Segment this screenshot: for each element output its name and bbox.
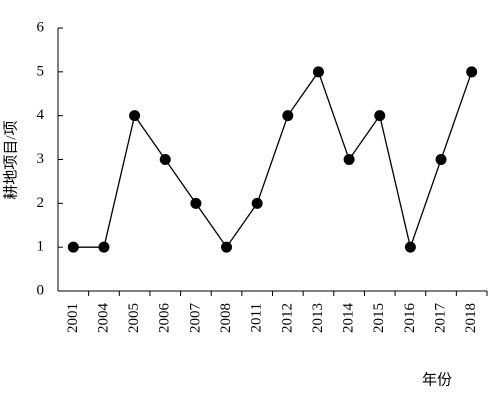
point xyxy=(251,197,263,209)
x-tick-label: 2006 xyxy=(157,303,173,334)
point xyxy=(159,154,171,165)
x-tick-label: 2004 xyxy=(95,303,111,334)
point xyxy=(404,241,416,253)
x-tick-label: 2012 xyxy=(279,303,295,333)
point xyxy=(67,241,79,253)
x-tick-label: 2015 xyxy=(371,303,387,333)
point xyxy=(343,154,355,165)
y-tick-label: 1 xyxy=(37,239,45,255)
x-tick-label: 2005 xyxy=(126,303,142,333)
y-tick-label: 2 xyxy=(37,195,45,211)
x-tick-label: 2017 xyxy=(432,303,448,334)
x-tick-label: 2008 xyxy=(218,303,234,333)
x-tick-label: 2016 xyxy=(402,303,418,334)
point xyxy=(466,66,478,78)
y-tick-label: 6 xyxy=(37,19,45,35)
x-tick-label: 2011 xyxy=(249,303,265,332)
line xyxy=(73,70,473,250)
y-tick-label: 0 xyxy=(37,282,45,298)
x-tick-label: 2014 xyxy=(341,303,357,334)
point xyxy=(282,110,294,122)
point xyxy=(435,154,447,165)
point xyxy=(129,110,141,122)
point xyxy=(190,197,202,209)
x-tick-label: 2013 xyxy=(310,303,326,333)
y-tick-label: 3 xyxy=(37,151,45,167)
point xyxy=(374,110,386,122)
y-axis-label: 耕地项目/项 xyxy=(1,120,19,199)
point xyxy=(221,241,233,253)
y-tick-label: 5 xyxy=(37,63,45,79)
point xyxy=(98,241,110,253)
point xyxy=(312,66,324,78)
x-tick-label: 2001 xyxy=(65,303,81,333)
x-tick-label: 2018 xyxy=(463,303,479,333)
y-tick-label: 4 xyxy=(37,107,45,123)
x-axis-label: 年份 xyxy=(422,371,452,388)
x-tick-label: 2007 xyxy=(187,303,203,334)
